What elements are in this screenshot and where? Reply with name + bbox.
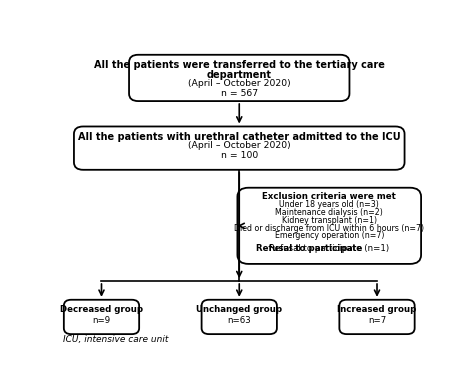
Text: department: department	[207, 70, 272, 80]
Text: Maintenance dialysis (n=2): Maintenance dialysis (n=2)	[275, 208, 383, 217]
Text: n=9: n=9	[92, 316, 110, 325]
FancyBboxPatch shape	[64, 300, 139, 334]
Text: All the patients were transferred to the tertiary care: All the patients were transferred to the…	[94, 60, 385, 70]
Text: (April – October 2020): (April – October 2020)	[188, 141, 291, 151]
Text: Died or discharge from ICU within 6 hours (n=7): Died or discharge from ICU within 6 hour…	[234, 223, 424, 232]
Text: Emergency operation (n=7): Emergency operation (n=7)	[274, 231, 384, 240]
Text: n=63: n=63	[228, 316, 251, 325]
FancyBboxPatch shape	[237, 188, 421, 264]
Text: Refusal to participate (n=1): Refusal to participate (n=1)	[269, 244, 389, 253]
Text: Kidney transplant (n=1): Kidney transplant (n=1)	[282, 216, 377, 225]
Text: Increased group: Increased group	[337, 305, 417, 314]
Text: All the patients with urethral catheter admitted to the ICU: All the patients with urethral catheter …	[78, 132, 401, 142]
Text: Unchanged group: Unchanged group	[196, 305, 283, 314]
Text: n = 567: n = 567	[221, 89, 258, 98]
Text: ICU, intensive care unit: ICU, intensive care unit	[63, 335, 168, 344]
FancyBboxPatch shape	[201, 300, 277, 334]
Text: (April – October 2020): (April – October 2020)	[188, 79, 291, 88]
Text: n=7: n=7	[368, 316, 386, 325]
Text: Refusal to participate: Refusal to participate	[256, 244, 362, 253]
FancyBboxPatch shape	[74, 126, 405, 170]
Text: Exclusion criteria were met: Exclusion criteria were met	[262, 192, 396, 201]
Text: Decreased group: Decreased group	[60, 305, 143, 314]
FancyBboxPatch shape	[129, 55, 349, 101]
Text: n = 100: n = 100	[220, 151, 258, 160]
Text: Under 18 years old (n=3): Under 18 years old (n=3)	[279, 200, 379, 209]
FancyBboxPatch shape	[339, 300, 415, 334]
